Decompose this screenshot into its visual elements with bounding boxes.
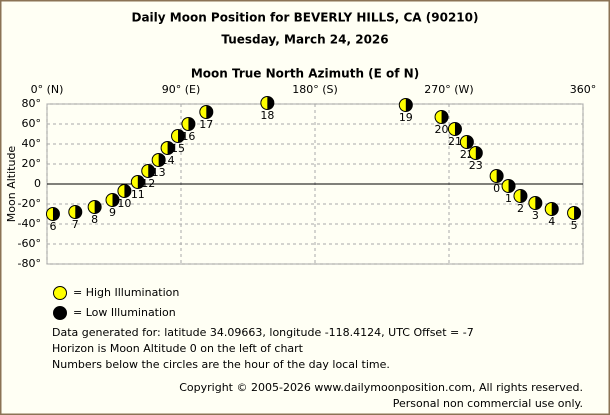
copyright: Copyright © 2005-2026 www.dailymoonposit…: [179, 381, 583, 394]
copyright: Personal non commercial use only.: [393, 397, 583, 410]
hour-label: 13: [152, 166, 166, 179]
x-tick-label: 270° (W): [424, 83, 473, 96]
hour-label: 19: [399, 111, 413, 124]
moon-shadow: [94, 200, 102, 214]
moon-shadow: [206, 105, 213, 119]
moon-shadow: [405, 98, 413, 112]
y-tick-label: 80°: [22, 97, 42, 110]
hour-label: 0: [493, 182, 500, 195]
y-tick-label: 40°: [22, 137, 42, 150]
hour-label: 23: [469, 159, 483, 172]
hour-label: 5: [571, 219, 578, 232]
hour-label: 15: [171, 142, 185, 155]
hour-label: 4: [548, 215, 555, 228]
moon-shadow: [520, 189, 527, 203]
moon-shadow: [148, 164, 155, 178]
moon-shadow: [158, 153, 166, 167]
legend-swatch: [53, 306, 67, 320]
hour-label: 10: [117, 197, 131, 210]
hour-label: 12: [141, 177, 155, 190]
hour-label: 3: [532, 209, 539, 222]
moon-shadow: [52, 207, 60, 221]
hour-label: 6: [49, 220, 56, 233]
y-tick-label: -40°: [18, 217, 41, 230]
moon-shadow: [508, 179, 516, 193]
moon-shadow: [574, 206, 581, 220]
y-tick-label: 60°: [22, 117, 42, 130]
legend-swatch: [53, 286, 67, 300]
moon-shadow: [137, 175, 145, 189]
hour-label: 2: [517, 202, 524, 215]
moon-shadow: [535, 196, 542, 210]
x-tick-label: 0° (N): [31, 83, 64, 96]
moon-shadow: [496, 169, 504, 183]
moon-shadow: [267, 96, 274, 110]
y-tick-label: 0: [34, 177, 41, 190]
x-tick-label: 180° (S): [292, 83, 338, 96]
hour-label: 8: [91, 213, 98, 226]
hour-label: 7: [72, 218, 79, 231]
moon-shadow: [551, 202, 559, 216]
note: Horizon is Moon Altitude 0 on the left o…: [52, 342, 304, 355]
moon-shadow: [124, 184, 131, 198]
note: Data generated for: latitude 34.09663, l…: [52, 326, 474, 339]
y-axis-label: Moon Altitude: [5, 146, 18, 223]
moon-shadow: [454, 122, 462, 136]
hour-label: 18: [260, 109, 274, 122]
moon-shadow: [178, 129, 185, 143]
x-axis-label: Moon True North Azimuth (E of N): [191, 67, 419, 81]
moon-shadow: [75, 205, 82, 219]
hour-label: 16: [181, 130, 195, 143]
hour-label: 11: [131, 188, 145, 201]
y-tick-label: -60°: [18, 237, 41, 250]
x-tick-label: 360°: [570, 83, 597, 96]
moon-shadow: [475, 146, 483, 160]
y-tick-label: 20°: [22, 157, 42, 170]
x-tick-label: 90° (E): [162, 83, 201, 96]
y-tick-label: -20°: [18, 197, 41, 210]
legend-label: = Low Illumination: [73, 306, 176, 319]
hour-label: 20: [435, 123, 449, 136]
moon-shadow: [112, 193, 120, 207]
hour-label: 17: [199, 118, 213, 131]
hour-label: 1: [505, 192, 512, 205]
y-tick-label: -80°: [18, 257, 41, 270]
chart-subtitle: Tuesday, March 24, 2026: [221, 33, 388, 47]
hour-label: 14: [161, 154, 175, 167]
hour-label: 9: [109, 206, 116, 219]
legend-label: = High Illumination: [73, 286, 179, 299]
moon-shadow: [188, 117, 195, 131]
moon-shadow: [441, 110, 449, 124]
chart-title: Daily Moon Position for BEVERLY HILLS, C…: [132, 11, 479, 25]
hour-label: 21: [448, 135, 462, 148]
note: Numbers below the circles are the hour o…: [52, 358, 390, 371]
moon-shadow: [167, 141, 175, 155]
moon-shadow: [466, 135, 474, 149]
